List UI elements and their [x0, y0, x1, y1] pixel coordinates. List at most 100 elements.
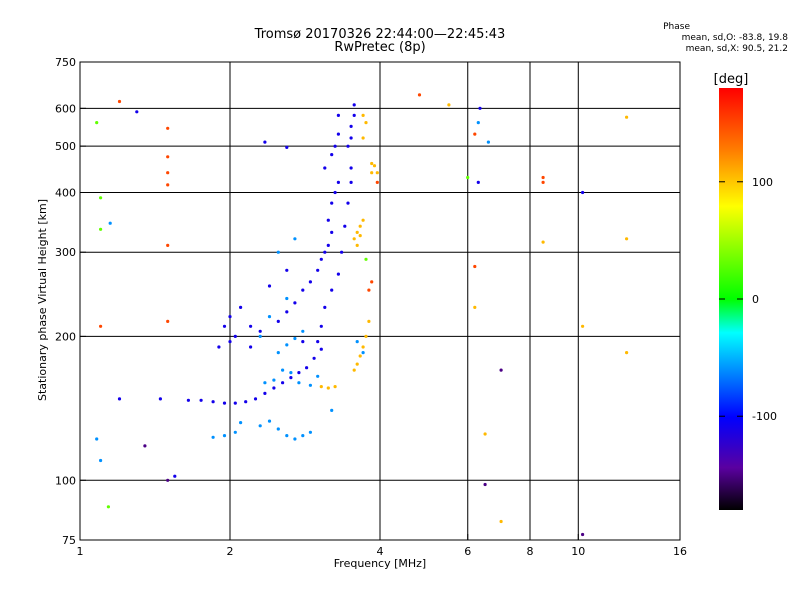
data-point: [319, 324, 323, 328]
data-point: [349, 124, 353, 128]
data-point: [364, 334, 368, 338]
data-point: [355, 340, 359, 344]
data-point: [346, 201, 350, 205]
data-point: [316, 340, 320, 344]
data-point: [466, 175, 470, 180]
data-point: [285, 145, 289, 149]
x-tick-label: 16: [673, 545, 687, 558]
data-point: [263, 391, 267, 395]
data-point: [476, 121, 480, 125]
data-point: [541, 240, 545, 244]
data-point: [340, 250, 344, 254]
colorbar-ticks: 100 0 -100: [719, 176, 777, 423]
data-point: [276, 319, 280, 323]
data-point: [316, 268, 320, 272]
data-point: [233, 430, 237, 434]
data-point: [297, 371, 301, 375]
phase-stats-x: mean, sd,X: 90.5, 21.2: [685, 44, 788, 54]
data-point: [499, 368, 503, 372]
data-point: [372, 164, 377, 168]
data-point: [228, 340, 232, 344]
data-point: [308, 383, 312, 387]
data-point: [297, 381, 301, 385]
data-point: [143, 444, 147, 448]
data-points: [95, 93, 629, 537]
data-point: [308, 430, 312, 434]
data-point: [99, 324, 103, 328]
x-axis-label: Frequency [MHz]: [334, 557, 426, 570]
colorbar-label: [deg]: [714, 72, 749, 87]
y-tick-label: 750: [55, 56, 76, 69]
data-point: [483, 482, 487, 487]
data-point: [333, 385, 337, 389]
data-point: [293, 336, 297, 341]
data-point: [358, 224, 362, 228]
data-point: [267, 284, 272, 288]
data-point: [367, 288, 371, 292]
x-axis: 1 2 4 6 8 10 16: [77, 534, 687, 558]
data-point: [367, 319, 371, 323]
data-point: [293, 301, 297, 305]
data-point: [336, 272, 340, 276]
data-point: [95, 437, 99, 441]
data-point: [117, 99, 122, 104]
colorbar-tick-label: 100: [752, 176, 773, 189]
data-point: [293, 437, 297, 441]
data-point: [323, 305, 327, 309]
data-point: [625, 237, 629, 241]
data-point: [99, 196, 103, 200]
x-tick-label: 4: [377, 545, 384, 558]
data-point: [473, 264, 477, 269]
y-tick-label: 75: [62, 534, 76, 547]
data-point: [253, 397, 258, 401]
data-point: [333, 190, 337, 195]
data-point: [99, 458, 103, 463]
data-point: [361, 136, 365, 140]
data-point: [244, 400, 248, 404]
data-point: [349, 136, 353, 140]
data-point: [285, 268, 289, 272]
data-point: [166, 183, 170, 187]
data-point: [106, 505, 110, 509]
data-point: [99, 227, 103, 231]
data-point: [276, 250, 280, 254]
data-point: [222, 401, 227, 405]
data-point: [333, 144, 337, 148]
data-point: [581, 324, 585, 328]
data-point: [166, 243, 170, 247]
data-point: [186, 398, 190, 402]
data-point: [336, 113, 340, 117]
data-point: [346, 144, 350, 148]
data-point: [305, 366, 309, 370]
data-point: [233, 401, 237, 405]
y-tick-label: 200: [55, 330, 76, 343]
data-point: [308, 280, 312, 284]
data-point: [330, 288, 334, 292]
data-point: [370, 171, 374, 175]
y-axis-label: Stationary phase Virtual Height [km]: [36, 199, 49, 401]
data-point: [301, 434, 305, 438]
data-point: [166, 478, 170, 482]
data-point: [217, 345, 221, 349]
data-point: [281, 368, 285, 372]
data-point: [285, 296, 289, 301]
data-point: [285, 434, 289, 438]
data-point: [336, 180, 340, 184]
data-point: [117, 397, 122, 401]
data-point: [108, 221, 112, 225]
data-point: [276, 351, 280, 355]
data-point: [289, 376, 293, 380]
data-point: [352, 368, 356, 372]
data-point: [581, 190, 585, 195]
data-point: [355, 362, 359, 366]
data-point: [272, 386, 276, 390]
data-point: [343, 224, 347, 228]
data-point: [447, 103, 451, 107]
data-point: [211, 400, 215, 404]
data-point: [301, 288, 305, 292]
data-point: [478, 106, 482, 110]
data-point: [166, 126, 170, 130]
x-tick-label: 8: [527, 545, 534, 558]
data-point: [355, 230, 359, 234]
data-point: [541, 175, 545, 180]
